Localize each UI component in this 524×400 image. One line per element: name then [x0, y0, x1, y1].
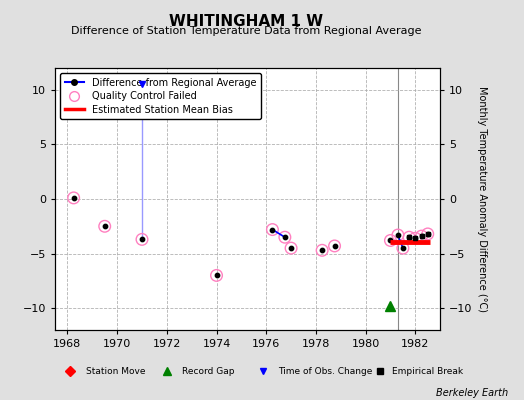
Text: Station Move: Station Move [86, 367, 145, 376]
Point [268, 226, 277, 233]
Point [405, 234, 413, 240]
Point [101, 223, 109, 230]
Point [399, 245, 407, 251]
Legend: Difference from Regional Average, Quality Control Failed, Estimated Station Mean: Difference from Regional Average, Qualit… [60, 73, 261, 119]
Point [281, 234, 289, 240]
Point [411, 235, 420, 242]
Point [330, 243, 339, 249]
Point [318, 247, 326, 254]
Point [318, 247, 326, 254]
Point [287, 245, 295, 251]
Point [423, 231, 432, 237]
Text: Record Gap: Record Gap [182, 367, 235, 376]
Point [70, 195, 78, 201]
Point [399, 245, 407, 251]
Point [101, 223, 109, 230]
Point [138, 236, 146, 242]
Point [405, 234, 413, 240]
Text: Difference of Station Temperature Data from Regional Average: Difference of Station Temperature Data f… [71, 26, 421, 36]
Text: Empirical Break: Empirical Break [392, 367, 463, 376]
Point [281, 234, 289, 240]
Point [330, 243, 339, 249]
Point [70, 195, 78, 201]
Point [417, 233, 425, 239]
Point [138, 236, 146, 242]
Point [287, 245, 295, 251]
Point [212, 272, 221, 279]
Point [423, 231, 432, 237]
Point [411, 235, 420, 242]
Point [394, 232, 402, 238]
Text: Time of Obs. Change: Time of Obs. Change [278, 367, 373, 376]
Point [212, 272, 221, 279]
Point [386, 237, 395, 244]
Point [417, 233, 425, 239]
Point [268, 226, 277, 233]
Point [386, 237, 395, 244]
Y-axis label: Monthly Temperature Anomaly Difference (°C): Monthly Temperature Anomaly Difference (… [477, 86, 487, 312]
Text: WHITINGHAM 1 W: WHITINGHAM 1 W [169, 14, 323, 29]
Point [394, 232, 402, 238]
Text: Berkeley Earth: Berkeley Earth [436, 388, 508, 398]
